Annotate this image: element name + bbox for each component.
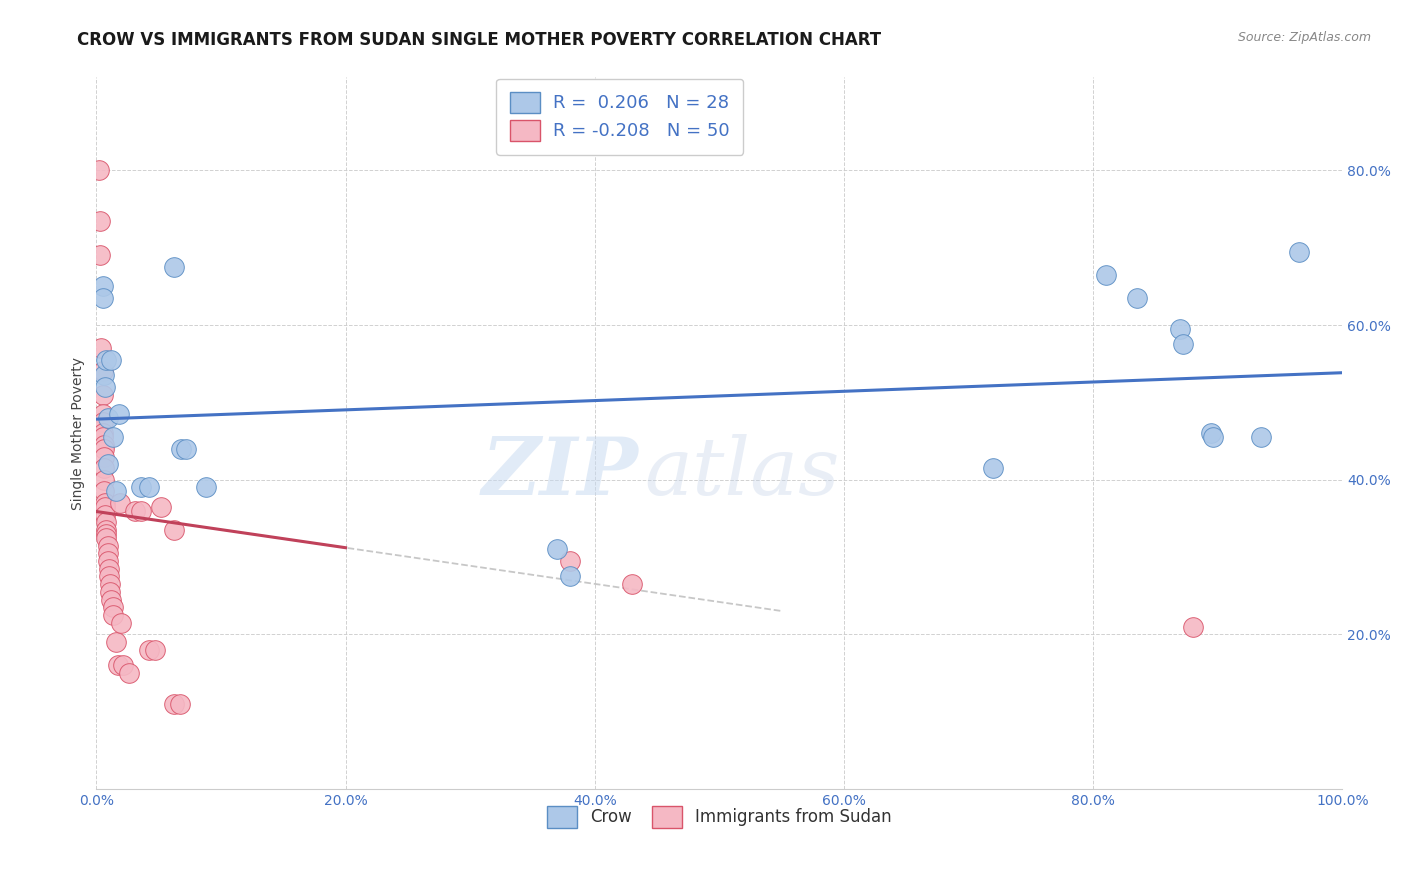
Point (91, 364, 114, 378)
Point (101, 600, 124, 615)
Point (97, 562, 120, 576)
Point (91, 291, 114, 305)
Point (101, 608, 124, 623)
Point (94, 500, 117, 514)
Point (169, 697, 191, 711)
Point (105, 635, 128, 649)
Point (97, 539, 120, 553)
Point (93, 450, 115, 464)
Point (138, 643, 160, 657)
Point (558, 569, 581, 583)
Point (89, 213, 111, 227)
Point (558, 554, 581, 568)
Point (94, 496, 117, 510)
Point (100, 352, 122, 367)
Point (93, 473, 115, 487)
Point (97, 410, 120, 425)
Point (94, 508, 117, 522)
Text: CROW VS IMMIGRANTS FROM SUDAN SINGLE MOTHER POVERTY CORRELATION CHART: CROW VS IMMIGRANTS FROM SUDAN SINGLE MOT… (77, 31, 882, 49)
Point (174, 442, 197, 456)
Point (93, 442, 115, 456)
Point (1201, 426, 1223, 441)
Text: ZIP: ZIP (481, 434, 638, 511)
Point (107, 658, 129, 673)
Point (546, 542, 568, 557)
Text: Source: ZipAtlas.com: Source: ZipAtlas.com (1237, 31, 1371, 45)
Point (96, 516, 118, 530)
Point (96, 531, 118, 545)
Point (1181, 620, 1204, 634)
Point (110, 615, 132, 630)
Point (1202, 430, 1225, 444)
Point (96, 352, 118, 367)
Point (97, 554, 120, 568)
Point (162, 523, 184, 537)
Point (1168, 322, 1191, 336)
Point (90, 341, 112, 355)
Point (91, 415, 114, 429)
Point (124, 504, 146, 518)
Point (170, 442, 193, 456)
Point (108, 496, 131, 510)
Point (1125, 291, 1147, 305)
Point (97, 546, 120, 560)
Point (87, 163, 110, 178)
Point (97, 457, 120, 471)
Point (150, 500, 173, 514)
Point (97, 569, 120, 583)
Legend: Crow, Immigrants from Sudan: Crow, Immigrants from Sudan (540, 799, 898, 834)
Y-axis label: Single Mother Poverty: Single Mother Poverty (72, 357, 86, 510)
Point (129, 504, 152, 518)
Point (100, 592, 122, 607)
Point (91, 387, 114, 401)
Point (91, 407, 114, 421)
Point (162, 260, 184, 274)
Point (1094, 268, 1116, 282)
Point (129, 481, 152, 495)
Point (89, 248, 111, 262)
Point (96, 527, 118, 541)
Point (93, 484, 115, 499)
Point (105, 484, 128, 499)
Point (162, 697, 184, 711)
Point (96, 523, 118, 537)
Point (138, 481, 160, 495)
Point (98, 577, 121, 591)
Point (93, 461, 115, 475)
Point (143, 643, 166, 657)
Point (101, 430, 124, 444)
Point (91, 279, 114, 293)
Point (111, 658, 134, 673)
Point (93, 368, 115, 383)
Point (91, 430, 114, 444)
Point (91, 426, 114, 441)
Point (1250, 430, 1272, 444)
Text: atlas: atlas (644, 434, 839, 511)
Point (983, 461, 1005, 475)
Point (118, 666, 141, 681)
Point (98, 585, 121, 599)
Point (93, 438, 115, 452)
Point (107, 407, 129, 421)
Point (621, 577, 644, 591)
Point (1288, 244, 1310, 259)
Point (94, 380, 117, 394)
Point (195, 481, 218, 495)
Point (1171, 337, 1194, 351)
